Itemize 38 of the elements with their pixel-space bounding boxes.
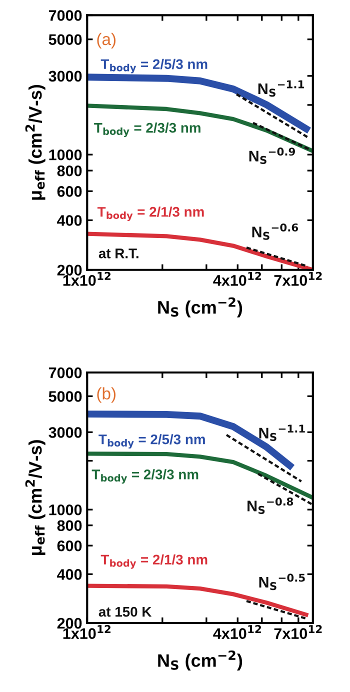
annotation: N$_{S}$$^{−1.1}$: [259, 424, 305, 442]
series-label: T$_{body}$ = 2/1/3 nm: [97, 206, 204, 222]
y-tick-label: 600: [57, 540, 82, 552]
annotation: at R.T.: [98, 248, 138, 258]
x-tick-label: 4x10$^{12}$: [213, 272, 261, 286]
y-tick-label: 3000: [48, 70, 82, 82]
x-tick-label: 4x10$^{12}$: [213, 625, 261, 639]
series-label: T$_{body}$ = 2/1/3 nm: [100, 554, 208, 569]
annotation: N$_{S}$$^{−1.1}$: [258, 80, 304, 97]
series-label: T$_{body}$ = 2/5/3 nm: [98, 434, 205, 449]
series-label: T$_{body}$ = 2/5/3 nm: [100, 58, 208, 74]
annotation: N$_{S}$$^{−0.8}$: [248, 498, 294, 514]
y-tick-label: 400: [57, 569, 82, 580]
y-tick-label: 800: [57, 165, 82, 176]
series-label: T$_{body}$ = 2/3/3 nm: [92, 469, 198, 484]
x-axis-title: N$_{S}$ (cm$^{−2}$): [158, 297, 242, 318]
y-tick-label: 1000: [49, 149, 82, 160]
y-tick-label: 1000: [49, 504, 82, 516]
y-axis-title: μ$_{eff}$ (cm$^{2}$/V-s): [25, 440, 46, 555]
y-tick-label: 800: [57, 520, 82, 532]
y-tick-label: 400: [57, 215, 82, 226]
annotation: at 150 K: [98, 606, 152, 617]
x-tick-label: 7x10$^{12}$: [274, 625, 322, 639]
annotation: (b): [97, 387, 116, 403]
annotation: (a): [97, 32, 116, 48]
y-axis-title: μ$_{eff}$ (cm$^{2}$/V-s): [25, 84, 46, 200]
series-label: T$_{body}$ = 2/3/3 nm: [94, 122, 200, 137]
y-tick-label: 7000: [48, 10, 82, 21]
y-tick-label: 600: [57, 186, 82, 197]
annotation: N$_{S}$$^{−0.5}$: [259, 574, 305, 590]
y-tick-label: 5000: [48, 391, 82, 402]
y-tick-label: 5000: [48, 34, 82, 46]
annotation: N$_{S}$$^{−0.6}$: [252, 223, 298, 240]
y-tick-label: 3000: [48, 427, 82, 438]
x-axis-title: N$_{S}$ (cm$^{−2}$): [158, 650, 242, 670]
y-tick-label: 7000: [48, 367, 82, 378]
x-tick-label: 7x10$^{12}$: [274, 272, 322, 286]
annotation: N$_{S}$$^{−0.9}$: [249, 148, 296, 164]
